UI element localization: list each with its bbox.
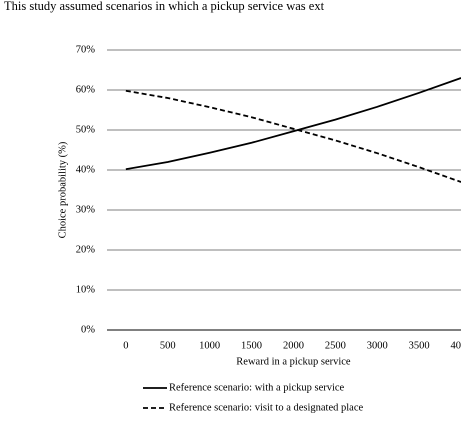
x-tick-label: 0 [123,340,128,351]
x-tick-label: 3500 [409,340,430,351]
legend-label: Reference scenario: visit to a designate… [169,402,364,413]
x-tick-label: 1500 [241,340,262,351]
x-tick-label: 1000 [199,340,220,351]
x-tick-label: 2000 [283,340,304,351]
y-tick-label: 0% [81,324,95,335]
x-tick-label: 4000 [451,340,461,351]
x-axis-label: Reward in a pickup service [236,356,351,367]
x-tick-label: 500 [160,340,176,351]
y-tick-label: 60% [76,84,96,95]
y-tick-label: 10% [76,284,96,295]
y-tick-label: 70% [76,44,96,55]
series-line [125,77,461,171]
y-tick-label: 40% [76,164,96,175]
legend-label: Reference scenario: with a pickup servic… [169,382,345,393]
x-tick-label: 2500 [325,340,346,351]
series-line [125,89,461,183]
header-text: This study assumed scenarios in which a … [4,0,325,13]
y-axis-label: Choice probability (%) [57,141,68,238]
y-tick-label: 50% [76,124,96,135]
y-tick-label: 20% [76,244,96,255]
x-tick-label: 3000 [367,340,388,351]
y-tick-label: 30% [76,204,96,215]
